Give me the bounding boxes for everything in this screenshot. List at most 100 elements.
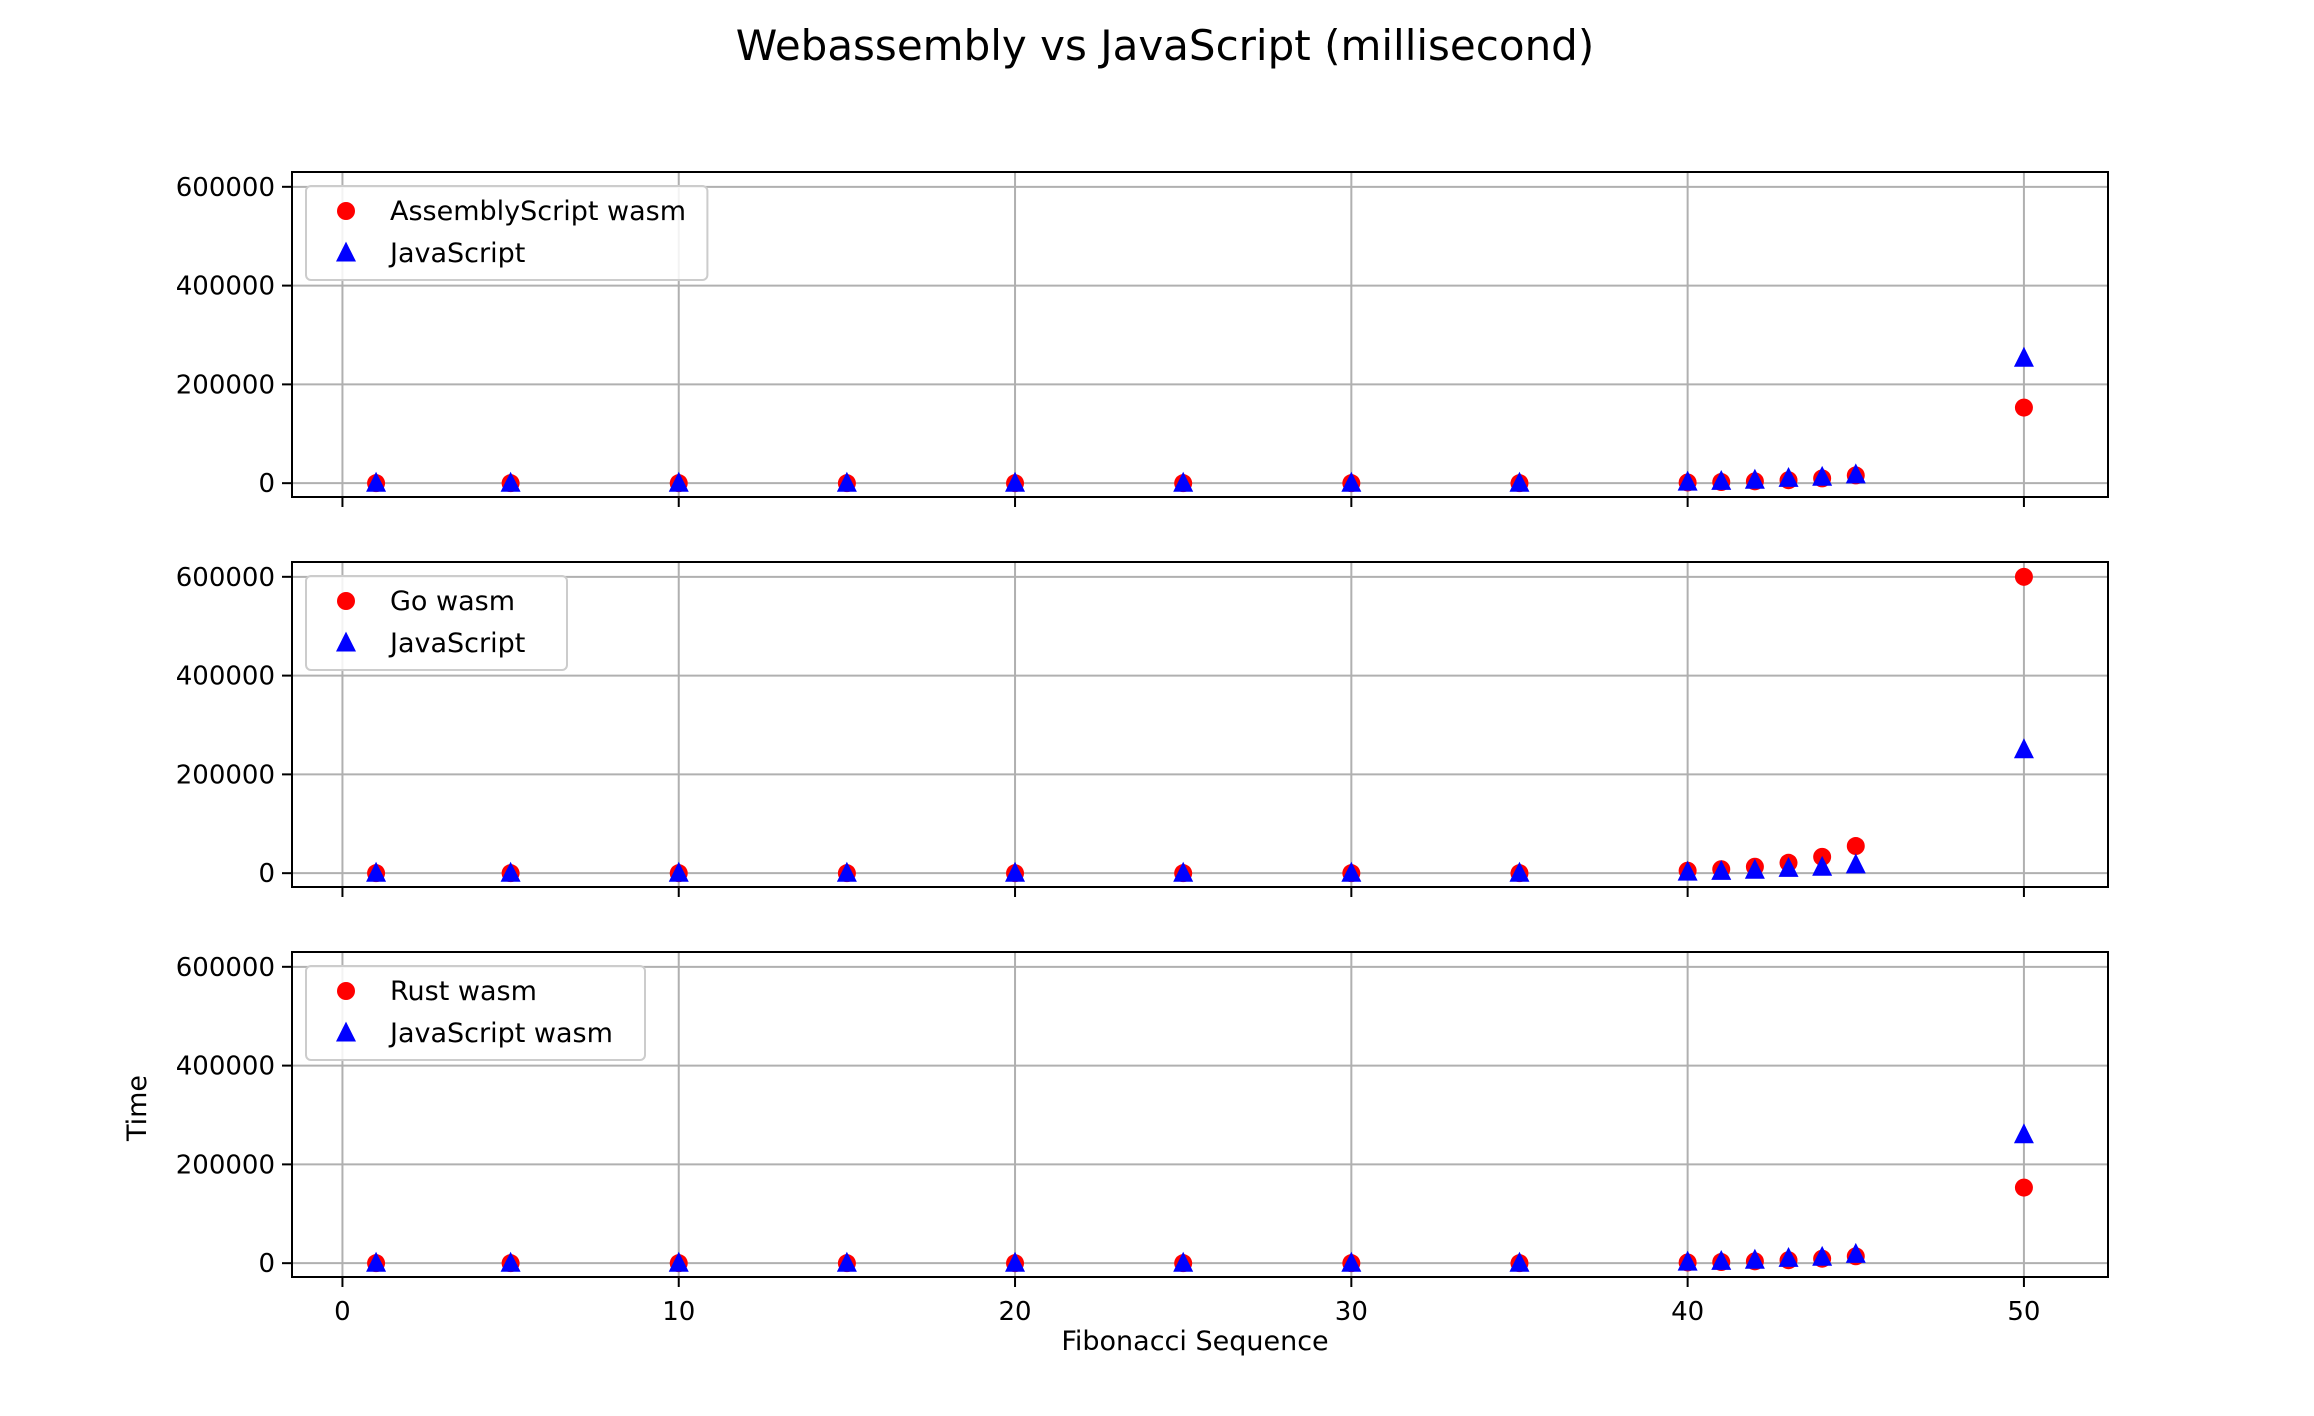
data-point <box>1711 859 1732 880</box>
data-point <box>836 1251 857 1272</box>
legend-label: JavaScript wasm <box>388 1018 613 1049</box>
data-point <box>836 861 857 882</box>
data-point <box>2013 346 2034 367</box>
y-axis-label: Time <box>122 1075 153 1142</box>
data-point <box>366 1251 387 1272</box>
data-point <box>366 471 387 492</box>
data-point <box>500 861 521 882</box>
series-2 <box>366 738 2034 882</box>
y-tick-label: 0 <box>258 859 275 889</box>
series-2 <box>366 346 2034 492</box>
legend-label: JavaScript <box>388 628 525 659</box>
chart-title: Webassembly vs JavaScript (millisecond) <box>736 21 1594 70</box>
data-point <box>1711 1249 1732 1270</box>
data-point <box>668 1251 689 1272</box>
data-point <box>2014 1178 2033 1197</box>
y-tick-label: 200000 <box>176 760 275 790</box>
data-point <box>1812 855 1833 876</box>
data-point <box>2014 567 2033 586</box>
data-point <box>1005 471 1026 492</box>
subplot-2: 0 200000 400000 600000 Go wasm JavaScript <box>176 561 2109 897</box>
data-point <box>668 471 689 492</box>
y-tick-label: 0 <box>258 1249 275 1279</box>
legend-box <box>305 185 709 281</box>
data-point <box>1812 1245 1833 1266</box>
legend-label: Rust wasm <box>390 976 537 1007</box>
data-point <box>1677 1250 1698 1271</box>
data-point <box>1846 837 1865 856</box>
legend-label: JavaScript <box>388 238 525 269</box>
data-point <box>2013 1123 2034 1144</box>
data-point <box>836 471 857 492</box>
data-point <box>1677 860 1698 881</box>
y-tick-label: 400000 <box>176 272 275 302</box>
axes-frame <box>291 171 2109 498</box>
data-point <box>1845 1242 1866 1263</box>
axes-frame <box>291 951 2109 1278</box>
y-tick-label: 0 <box>258 469 275 499</box>
subplots: 0 200000 400000 600000 AssemblyScript wasm Ja… <box>176 171 2109 1327</box>
y-tick-label: 400000 <box>176 1052 275 1082</box>
data-point <box>500 1251 521 1272</box>
data-point <box>1744 858 1765 879</box>
data-point <box>366 861 387 882</box>
data-point <box>1845 853 1866 874</box>
series-1 <box>367 567 2033 883</box>
x-tick-label: 30 <box>1335 1297 1368 1327</box>
data-point <box>1341 471 1362 492</box>
data-point <box>668 861 689 882</box>
legend: Rust wasm JavaScript wasm <box>305 965 646 1061</box>
data-point <box>1778 1246 1799 1267</box>
x-axis-label: Fibonacci Sequence <box>1061 1326 1328 1357</box>
data-point <box>1341 861 1362 882</box>
x-tick-label: 40 <box>1671 1297 1704 1327</box>
legend-marker <box>337 982 355 1000</box>
data-point <box>2014 398 2033 417</box>
legend-marker <box>336 1021 356 1042</box>
data-point <box>1845 463 1866 484</box>
legend-marker <box>336 631 356 652</box>
legend: Go wasm JavaScript <box>305 575 568 671</box>
axes-frame <box>291 561 2109 888</box>
data-point <box>1509 1251 1530 1272</box>
y-tick-label: 200000 <box>176 370 275 400</box>
data-point <box>1812 465 1833 486</box>
data-point <box>1173 1251 1194 1272</box>
data-point <box>1341 1251 1362 1272</box>
data-point <box>1677 470 1698 491</box>
y-tick-label: 400000 <box>176 662 275 692</box>
x-tick-label: 20 <box>998 1297 1031 1327</box>
data-point <box>1173 861 1194 882</box>
subplot-3: 0 200000 400000 600000 0 10 20 30 40 50 Rust wasm J… <box>176 951 2109 1327</box>
data-point <box>500 471 521 492</box>
legend-marker <box>337 202 355 220</box>
data-point <box>1778 856 1799 877</box>
x-tick-label: 10 <box>662 1297 695 1327</box>
data-point <box>1005 861 1026 882</box>
legend-label: AssemblyScript wasm <box>390 196 686 227</box>
legend-marker <box>337 592 355 610</box>
data-point <box>1509 471 1530 492</box>
legend-marker <box>336 241 356 262</box>
legend-box <box>305 575 568 671</box>
x-tick-label: 50 <box>2007 1297 2040 1327</box>
x-tick-label: 0 <box>334 1297 351 1327</box>
subplot-1: 0 200000 400000 600000 AssemblyScript wasm Ja… <box>176 171 2109 507</box>
legend-label: Go wasm <box>390 586 515 617</box>
data-point <box>1005 1251 1026 1272</box>
data-point <box>1744 468 1765 489</box>
data-point <box>1173 471 1194 492</box>
y-tick-label: 200000 <box>176 1150 275 1180</box>
series-2 <box>366 1123 2034 1272</box>
data-point <box>1711 469 1732 490</box>
data-point <box>1778 466 1799 487</box>
data-point <box>1509 861 1530 882</box>
y-tick-label: 600000 <box>176 563 275 593</box>
y-tick-label: 600000 <box>176 173 275 203</box>
y-tick-label: 600000 <box>176 953 275 983</box>
legend: AssemblyScript wasm JavaScript <box>305 185 709 281</box>
data-point <box>2013 738 2034 759</box>
data-point <box>1744 1248 1765 1269</box>
